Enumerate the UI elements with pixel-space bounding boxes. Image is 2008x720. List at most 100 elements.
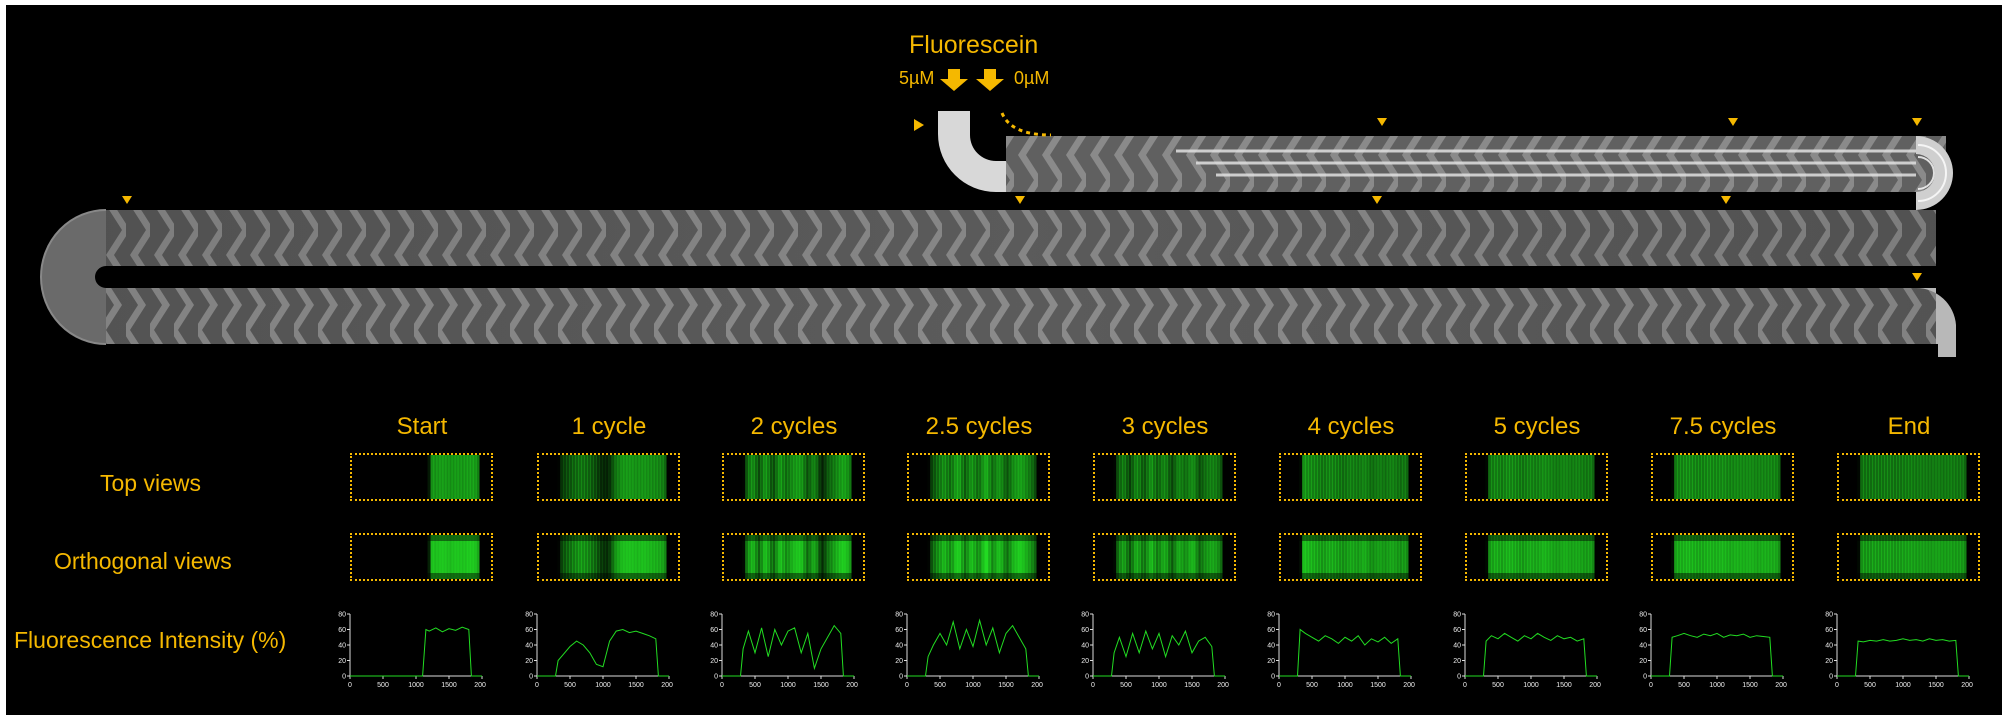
- x-tick-label: 1000: [408, 682, 424, 689]
- row-label-top-views: Top views: [100, 470, 201, 496]
- inlet-concentration-5um: 5µM: [899, 68, 935, 88]
- x-tick-label: 1500: [813, 682, 829, 689]
- orthogonal-view-1: [537, 533, 680, 581]
- intensity-line: [537, 628, 669, 677]
- top-view-8: [1837, 453, 1980, 501]
- x-tick-label: 1500: [1556, 682, 1572, 689]
- y-tick-label: 0: [1457, 674, 1461, 681]
- intensity-line: [722, 624, 854, 677]
- x-tick-label: 1500: [1928, 682, 1944, 689]
- y-tick-label: 40: [1453, 643, 1461, 650]
- top-view-3: [907, 453, 1050, 501]
- x-tick-label: 1000: [595, 682, 611, 689]
- y-tick-label: 20: [1453, 658, 1461, 665]
- top-view-5: [1279, 453, 1422, 501]
- x-tick-label: 1500: [441, 682, 457, 689]
- y-tick-label: 40: [525, 643, 533, 650]
- y-tick-label: 60: [525, 627, 533, 634]
- x-tick-label: 500: [1306, 682, 1318, 689]
- y-tick-label: 20: [710, 658, 718, 665]
- y-tick-label: 20: [1267, 658, 1275, 665]
- column-header-2: 2 cycles: [750, 413, 838, 440]
- x-tick-label: 1000: [1895, 682, 1911, 689]
- y-tick-label: 20: [895, 658, 903, 665]
- row-label-fluorescence-intensity: Fluorescence Intensity (%): [14, 627, 287, 653]
- y-tick-label: 80: [1267, 612, 1275, 619]
- x-tick-label: 500: [564, 682, 576, 689]
- intensity-line: [1837, 638, 1969, 677]
- orthogonal-view-6: [1465, 533, 1608, 581]
- x-tick-label: 0: [1091, 682, 1095, 689]
- intensity-line: [1465, 632, 1597, 677]
- top-view-0: [350, 453, 493, 501]
- y-tick-label: 0: [1829, 674, 1833, 681]
- y-tick-label: 60: [338, 627, 346, 634]
- top-view-7: [1651, 453, 1794, 501]
- column-header-4: 3 cycles: [1121, 413, 1209, 440]
- y-tick-label: 20: [1825, 658, 1833, 665]
- orthogonal-view-4: [1093, 533, 1236, 581]
- y-tick-label: 80: [525, 612, 533, 619]
- y-tick-label: 80: [1825, 612, 1833, 619]
- x-tick-label: 1000: [1523, 682, 1539, 689]
- y-tick-label: 20: [525, 658, 533, 665]
- x-tick-label: 0: [1835, 682, 1839, 689]
- y-tick-label: 0: [1271, 674, 1275, 681]
- intensity-line: [1093, 629, 1225, 677]
- orthogonal-view-2: [722, 533, 865, 581]
- top-view-4: [1093, 453, 1236, 501]
- y-tick-label: 40: [710, 643, 718, 650]
- y-tick-label: 20: [1639, 658, 1647, 665]
- top-view-2: [722, 453, 865, 501]
- figure-frame: Fluorescein 5µM 0µM Top views Orthogonal…: [6, 5, 2002, 715]
- y-tick-label: 40: [338, 643, 346, 650]
- inlet-concentration-0um: 0µM: [1014, 68, 1050, 88]
- x-tick-label: 0: [1463, 682, 1467, 689]
- x-tick-label: 1500: [1184, 682, 1200, 689]
- row-label-orthogonal-views: Orthogonal views: [54, 548, 232, 574]
- y-tick-label: 80: [338, 612, 346, 619]
- y-tick-label: 60: [1825, 627, 1833, 634]
- orthogonal-view-3: [907, 533, 1050, 581]
- x-tick-label: 1500: [1742, 682, 1758, 689]
- column-header-3: 2.5 cycles: [925, 413, 1033, 440]
- x-tick-label: 0: [535, 682, 539, 689]
- column-header-5: 4 cycles: [1307, 413, 1395, 440]
- y-tick-label: 80: [1081, 612, 1089, 619]
- column-header-1: 1 cycle: [571, 413, 647, 440]
- column-header-0: Start: [396, 413, 448, 440]
- column-header-6: 5 cycles: [1493, 413, 1581, 440]
- y-tick-label: 0: [1643, 674, 1647, 681]
- y-tick-label: 40: [1825, 643, 1833, 650]
- y-tick-label: 40: [1267, 643, 1275, 650]
- y-tick-label: 80: [1453, 612, 1461, 619]
- x-tick-label: 0: [905, 682, 909, 689]
- y-tick-label: 80: [710, 612, 718, 619]
- y-tick-label: 0: [899, 674, 903, 681]
- column-header-8: End: [1887, 413, 1931, 440]
- x-tick-label: 1000: [780, 682, 796, 689]
- y-tick-label: 80: [895, 612, 903, 619]
- x-tick-label: 500: [1120, 682, 1132, 689]
- x-tick-label: 1000: [1337, 682, 1353, 689]
- y-tick-label: 40: [895, 643, 903, 650]
- x-tick-label: 0: [348, 682, 352, 689]
- x-tick-label: 500: [749, 682, 761, 689]
- intensity-line: [350, 626, 482, 677]
- x-tick-label: 1000: [1151, 682, 1167, 689]
- y-tick-label: 80: [1639, 612, 1647, 619]
- y-tick-label: 20: [338, 658, 346, 665]
- y-tick-label: 60: [895, 627, 903, 634]
